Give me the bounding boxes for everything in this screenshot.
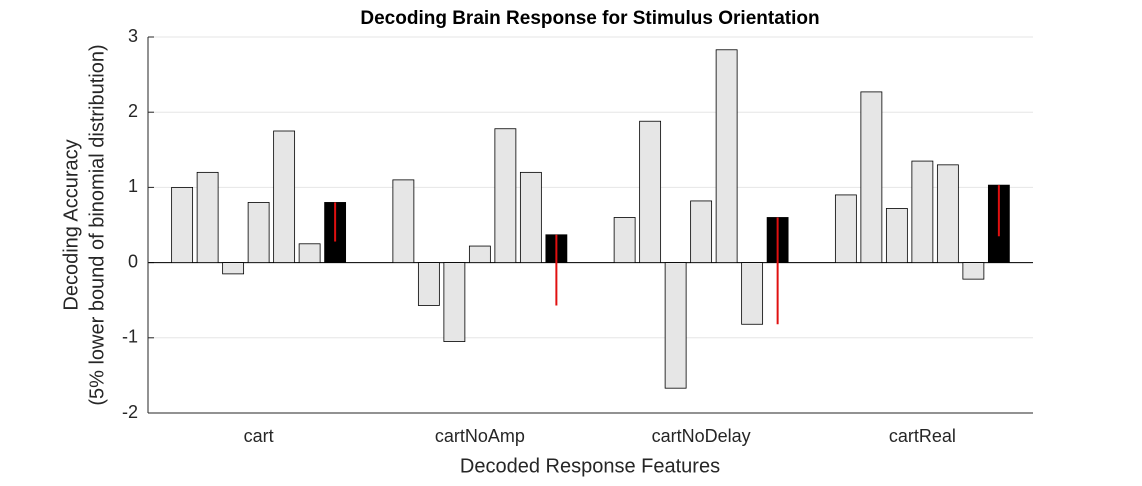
bar: [196, 171, 219, 263]
bar: [417, 262, 440, 306]
bar: [494, 128, 517, 264]
bar: [962, 262, 985, 280]
bar: [741, 262, 764, 325]
bar: [273, 130, 296, 264]
y-tick-label: 2: [128, 101, 138, 121]
bar: [690, 200, 713, 264]
bar: [519, 171, 542, 263]
bar: [392, 179, 415, 264]
bar: [298, 243, 321, 264]
bar: [468, 245, 491, 264]
bar: [911, 160, 934, 263]
bar: [222, 262, 245, 275]
y-tick-label: -2: [122, 402, 138, 422]
bar: [247, 202, 270, 264]
bar: [936, 164, 959, 263]
bar: [834, 194, 857, 263]
bar: [885, 208, 908, 263]
x-tick-label: cartNoDelay: [652, 426, 751, 446]
bar: [860, 91, 883, 263]
bar: [443, 262, 466, 342]
chart-title: Decoding Brain Response for Stimulus Ori…: [360, 8, 819, 29]
y-tick-label: 0: [128, 251, 138, 271]
x-tick-label: cartNoAmp: [435, 426, 525, 446]
y-tick-label: -1: [122, 327, 138, 347]
x-tick-label: cart: [244, 426, 274, 446]
y-tick-label: 1: [128, 176, 138, 196]
x-axis-label: Decoded Response Features: [460, 455, 720, 477]
bar: [171, 186, 194, 263]
y-axis-label: (5% lower bound of binomial distribution…: [86, 44, 108, 405]
bar: [715, 49, 738, 263]
x-tick-label: cartReal: [889, 426, 956, 446]
bar: [639, 120, 662, 264]
bar: [664, 262, 687, 389]
y-axis-label: Decoding Accuracy: [60, 139, 82, 310]
y-tick-label: 3: [128, 26, 138, 46]
bar: [613, 217, 636, 263]
